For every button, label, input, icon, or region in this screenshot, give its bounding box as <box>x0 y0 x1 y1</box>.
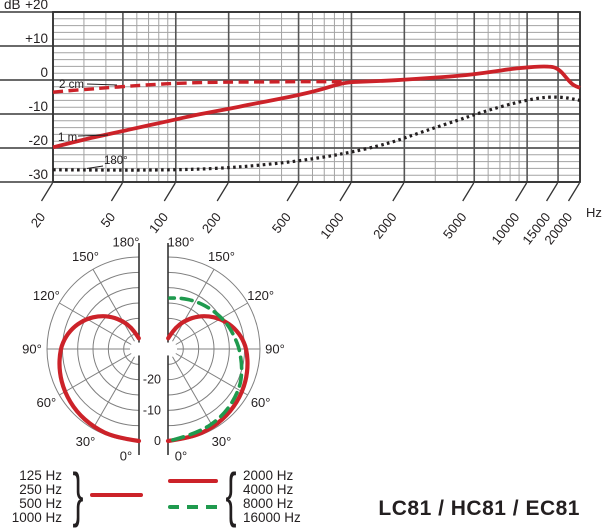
y-axis-tick-label: -20 <box>28 133 48 148</box>
legend-label-1000hz: 1000 Hz <box>11 510 62 525</box>
legend-label-2000hz: 2000 Hz <box>243 468 294 483</box>
polar-angle-label: 0° <box>120 449 132 464</box>
curve-label-180deg: 180° <box>104 155 128 167</box>
curve-label-1m: 1 m <box>58 132 77 144</box>
x-axis-tick-label: 1000 <box>317 210 347 242</box>
legend-swatch-low-freq-red-line <box>90 493 143 497</box>
polar-angle-label: 180° <box>168 235 195 250</box>
polar-spoke <box>59 353 132 396</box>
freq-plot-border <box>52 11 581 183</box>
polar-angle-label: 120° <box>33 288 60 303</box>
polar-spoke <box>92 356 135 429</box>
polar-angle-label: 90° <box>265 342 285 357</box>
x-axis-tick-label: 100 <box>146 210 171 236</box>
y-axis-tick-label: -30 <box>28 167 48 182</box>
legend-label-8000hz: 8000 Hz <box>243 496 294 511</box>
x-axis-tick-label: 20 <box>28 210 49 231</box>
polar-spoke <box>175 353 248 396</box>
y-axis-tick-label: 0 <box>40 65 48 80</box>
polar-angle-label: 150° <box>208 249 235 264</box>
polar-angle-label: 30° <box>76 434 96 449</box>
y-axis-tick-label: +10 <box>25 31 48 46</box>
x-axis-tick-label: 10000 <box>488 210 522 248</box>
polar-angle-label: 180° <box>113 235 140 250</box>
curve-label-leader <box>77 134 109 137</box>
polar-radial-label: -10 <box>143 403 161 417</box>
x-axis-tick-slash <box>339 182 352 202</box>
y-axis-unit-label: dB <box>4 0 21 12</box>
x-axis-tick-label: 50 <box>98 210 119 231</box>
x-axis-tick-slash <box>216 182 229 202</box>
polar-angle-label: 90° <box>22 342 42 357</box>
x-axis-tick-slash <box>462 182 475 202</box>
x-axis-unit-label: Hz <box>586 205 602 220</box>
polar-angle-label: 120° <box>247 288 274 303</box>
polar-angle-label: 60° <box>251 395 271 410</box>
x-axis-tick-slash <box>392 182 405 202</box>
polar-spoke <box>172 356 215 429</box>
legend-swatch-high-freq-green-dashed-line <box>168 505 219 509</box>
polar-spoke <box>172 269 215 342</box>
y-axis-tick-label: -10 <box>28 99 48 114</box>
x-axis-tick-label: 5000 <box>440 210 470 242</box>
x-axis-tick-label: 2000 <box>370 210 400 242</box>
freq-curve-1m <box>52 64 581 150</box>
polar-curve-2000-4000-hz <box>165 314 250 444</box>
polar-center-gap <box>161 342 175 356</box>
freq-curve-2cm <box>52 79 344 94</box>
polar-radial-label: 0 <box>154 434 161 448</box>
x-axis-tick-slash <box>286 182 299 202</box>
polar-angle-label: 60° <box>36 395 56 410</box>
legend-label-500hz: 500 Hz <box>19 496 62 511</box>
x-axis-tick-slash <box>567 182 581 202</box>
legend-label-4000hz: 4000 Hz <box>243 482 294 497</box>
legend-label-250hz: 250 Hz <box>19 482 62 497</box>
polar-angle-label: 150° <box>72 249 99 264</box>
polar-spoke <box>175 302 248 345</box>
freq-curve-180deg <box>52 95 581 172</box>
x-axis-tick-label: 200 <box>199 210 224 236</box>
x-axis-tick-slash <box>110 182 123 202</box>
legend-label-125hz: 125 Hz <box>19 468 62 483</box>
polar-spoke <box>92 269 135 342</box>
polar-angle-label: 30° <box>212 434 232 449</box>
x-axis-tick-slash <box>40 182 54 202</box>
curve-label-2cm: 2 cm <box>59 79 84 91</box>
x-axis-tick-slash <box>545 182 559 202</box>
legend-brace-left: } <box>72 461 84 528</box>
model-title: LC81 / HC81 / EC81 <box>378 497 580 520</box>
polar-radial-label: -20 <box>143 373 161 387</box>
legend-swatch-mid-freq-red-line <box>168 479 218 483</box>
polar-spoke <box>59 302 132 345</box>
legend-brace-right: { <box>225 461 237 528</box>
legend-label-16000hz: 16000 Hz <box>243 510 301 525</box>
polar-curve-125-1000-hz <box>57 314 142 444</box>
polar-center-gap <box>132 342 146 356</box>
polar-curve-8000-16000-hz <box>168 296 244 442</box>
curve-label-leader <box>86 83 118 86</box>
x-axis-tick-label: 500 <box>269 210 294 236</box>
curve-label-leader <box>86 165 104 169</box>
y-axis-tick-label: +20 <box>25 0 48 12</box>
x-axis-tick-slash <box>515 182 528 202</box>
polar-angle-label: 0° <box>175 449 187 464</box>
x-axis-tick-slash <box>163 182 176 202</box>
